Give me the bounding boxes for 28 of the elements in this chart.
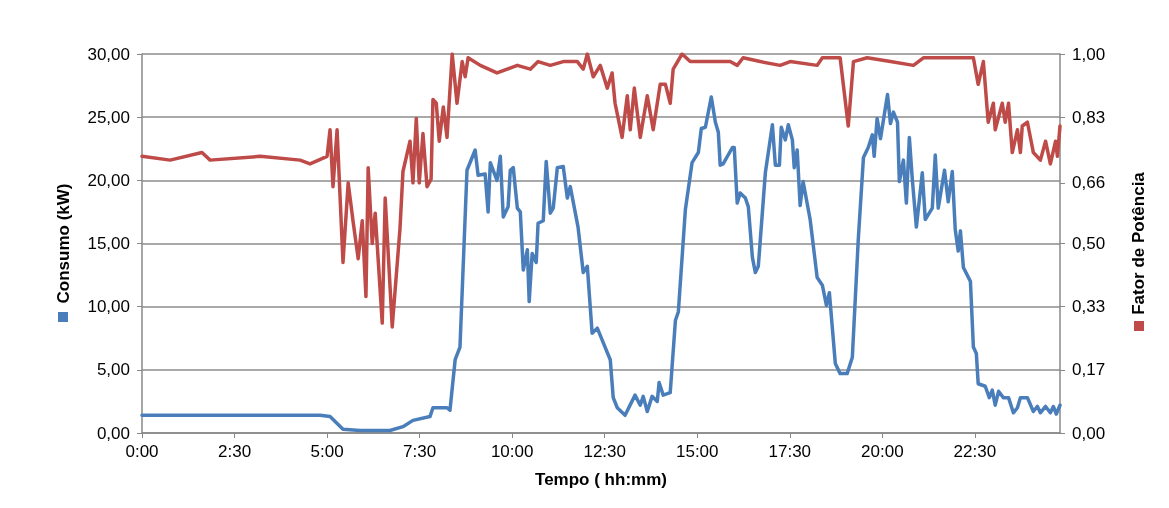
- y2-tick-label: 0,50: [1072, 234, 1106, 253]
- x-tick-label: 22:30: [953, 442, 997, 461]
- y2-axis-title: Fator de Potência: [1129, 171, 1148, 315]
- y2-tick-label: 0,66: [1072, 173, 1106, 193]
- y2-tick-label: 0,17: [1072, 360, 1106, 380]
- x-tick-label: 20:00: [861, 442, 904, 461]
- y2-tick-label: 1,00: [1072, 44, 1106, 64]
- y-tick-label: 20,00: [87, 170, 130, 190]
- x-tick-label: 12:30: [583, 442, 626, 461]
- y-tick-label: 0,00: [96, 423, 130, 443]
- y2-tick-label: 0,33: [1072, 297, 1106, 317]
- y-tick-label: 15,00: [87, 234, 130, 253]
- y-tick-label: 30,00: [87, 44, 130, 64]
- y2-tick-label: 0,00: [1072, 423, 1106, 443]
- x-tick-label: 2:30: [217, 442, 252, 461]
- x-tick-label: 0:00: [125, 442, 159, 461]
- y-tick-label: 25,00: [87, 107, 130, 127]
- y-tick-label: 10,00: [87, 297, 130, 317]
- y-axis-title: Consumo (kW): [54, 183, 73, 304]
- y2-tick-label: 0,83: [1072, 107, 1106, 127]
- x-tick-label: 15:00: [675, 442, 719, 461]
- x-tick-label: 5:00: [310, 442, 344, 461]
- x-tick-label: 7:30: [403, 442, 437, 461]
- x-axis-title: Tempo ( hh:mm): [535, 470, 667, 489]
- y-tick-label: 5,00: [96, 360, 130, 380]
- x-tick-label: 17:30: [768, 442, 812, 461]
- line-series: [140, 52, 1062, 329]
- x-tick-label: 10:00: [490, 442, 534, 461]
